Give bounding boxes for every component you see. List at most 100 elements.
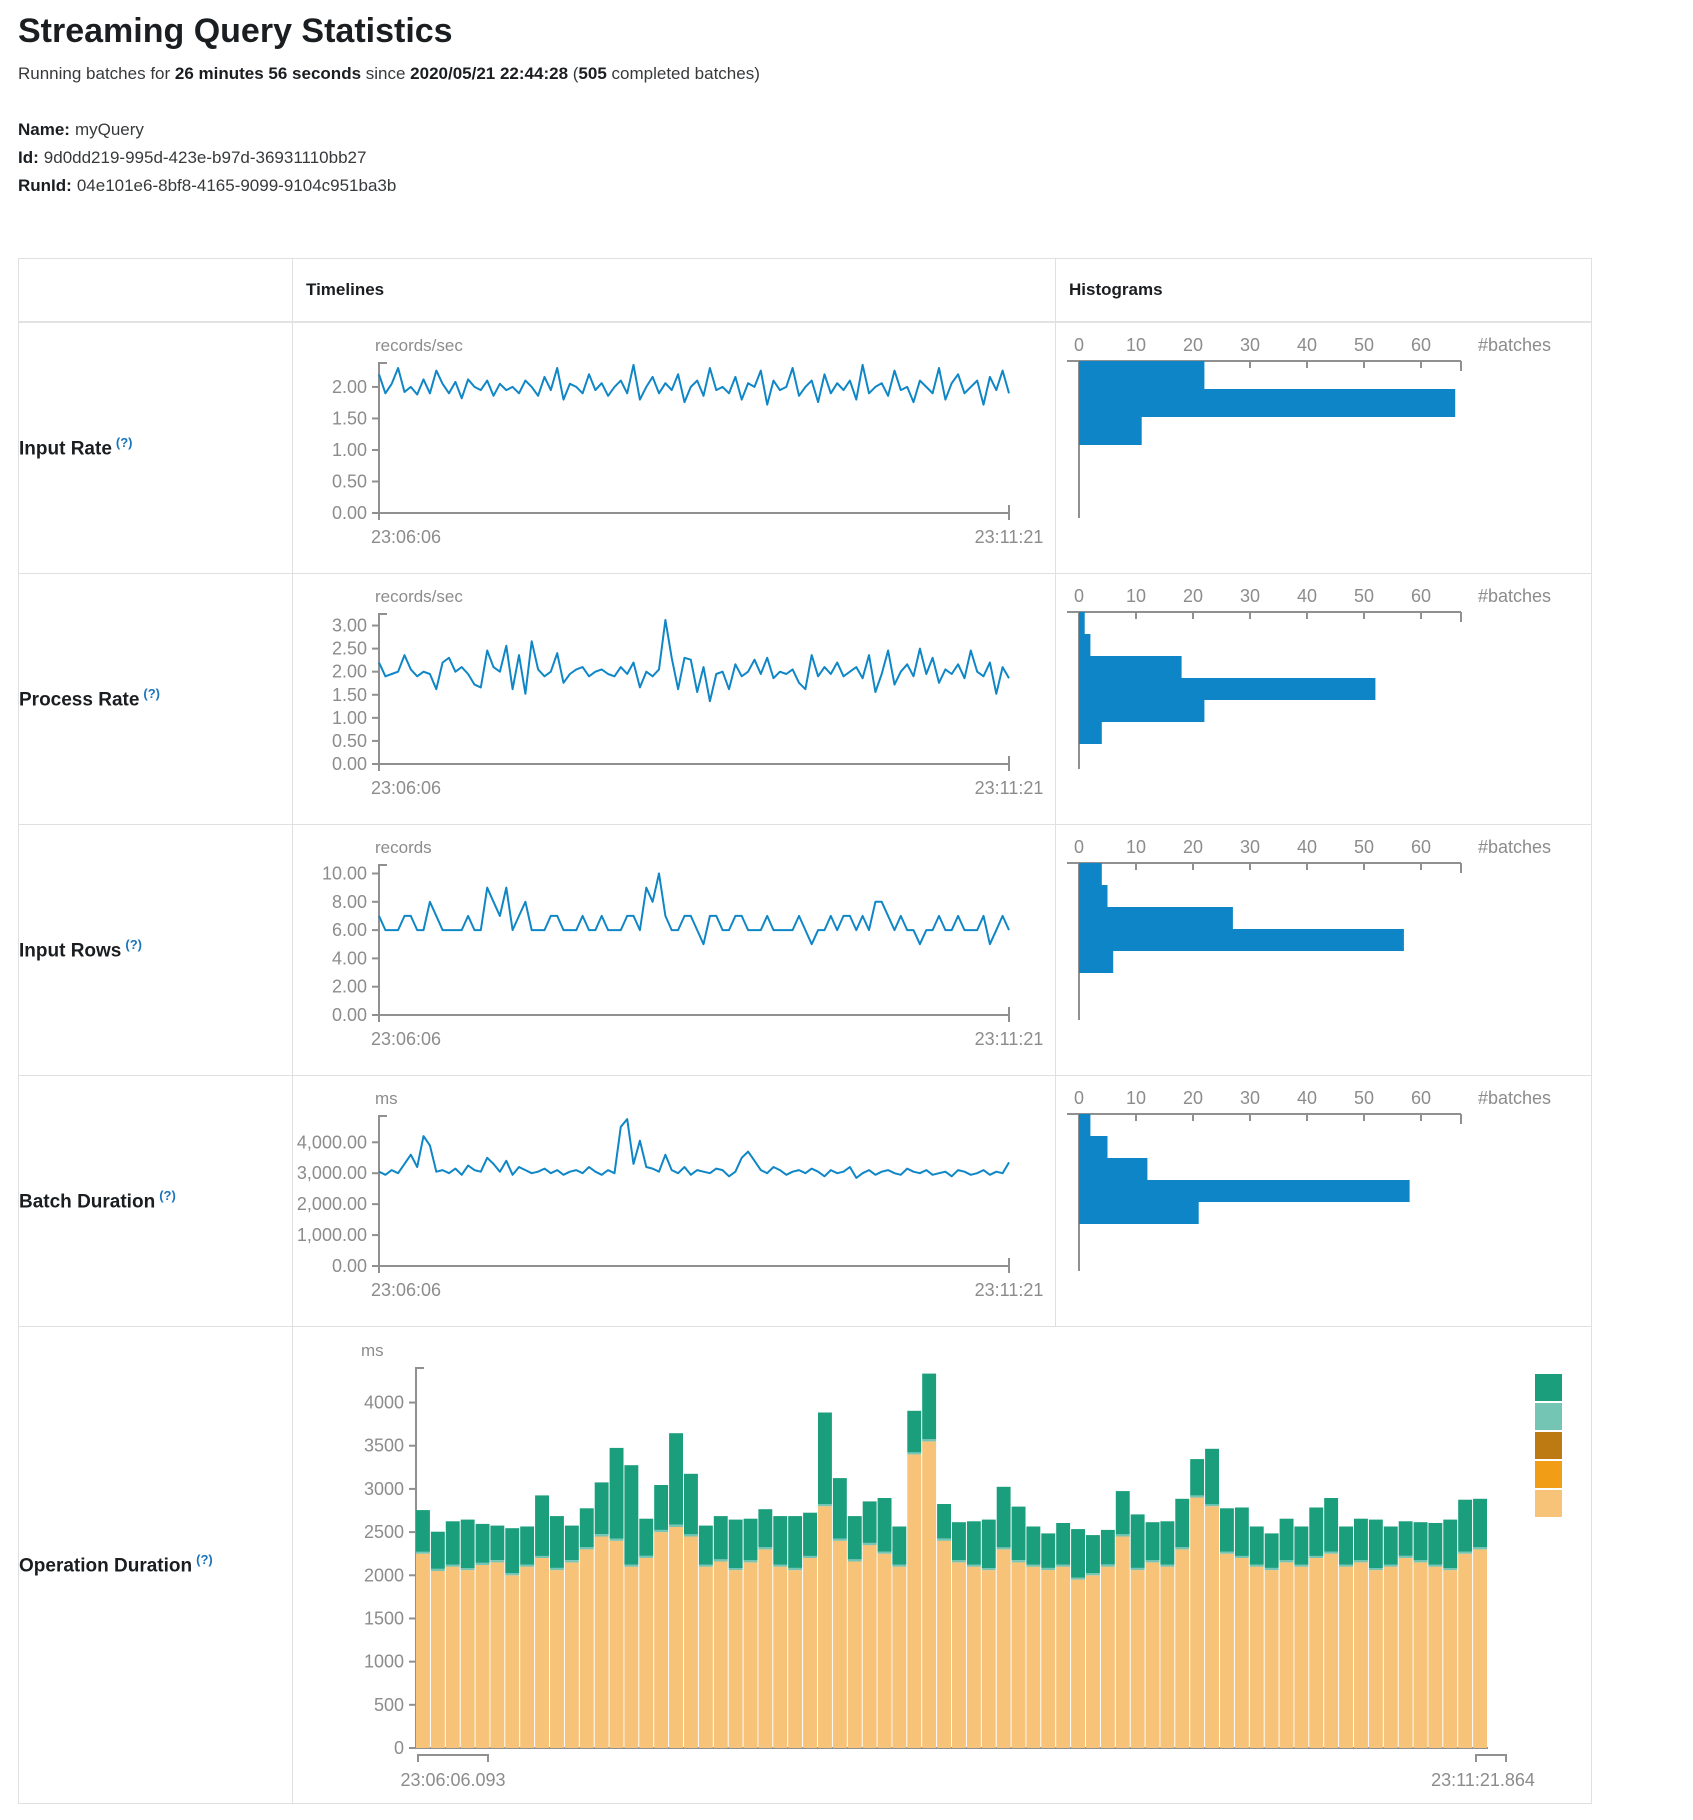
svg-text:2000: 2000 [364,1565,404,1585]
svg-text:2.00: 2.00 [332,377,367,397]
svg-text:40: 40 [1297,586,1317,606]
operation-duration-stacked-chart: ms 4000 3500 3000 2500 2000 1500 1000 500 0 23:06:… [361,1341,1562,1790]
batch-duration-label: Batch Duration [19,1191,156,1213]
completed-suffix: completed batches) [606,64,760,83]
operation-duration-help-icon[interactable]: (?) [196,1552,213,1568]
legend-swatch-orange [1535,1461,1562,1488]
running-duration: 26 minutes 56 seconds [174,64,362,83]
svg-text:23:11:21: 23:11:21 [975,1280,1044,1300]
operation-duration-chart-cell: ms 4000 3500 3000 2500 2000 1500 1000 500 0 23:06:… [292,1326,1592,1804]
process-rate-row: Process Rate (?) records/sec 3.00 2.50 2.00 1… [18,573,1592,825]
input-rows-help-icon[interactable]: (?) [125,937,142,953]
since-text: since [361,64,411,83]
svg-text:2.50: 2.50 [332,639,367,659]
input-rows-timeline-cell: records 10.00 8.00 6.00 4.00 2.00 0.00 23:06:06… [292,824,1056,1076]
legend-swatch-light-teal [1535,1403,1562,1430]
svg-text:50: 50 [1354,335,1374,355]
input-rows-label: Input Rows [19,940,122,962]
svg-text:1500: 1500 [364,1608,404,1628]
name-value: myQuery [74,120,144,139]
runid-value: 04e101e6-8bf8-4165-9099-9104c951ba3b [76,176,397,195]
metric-column-header [18,258,293,323]
svg-text:23:11:21: 23:11:21 [975,778,1044,798]
svg-text:23:06:06: 23:06:06 [371,527,441,547]
paren-open: ( [568,64,579,83]
svg-text:23:11:21.864: 23:11:21.864 [1431,1770,1535,1790]
svg-text:30: 30 [1240,837,1260,857]
svg-text:records: records [375,838,432,857]
svg-text:50: 50 [1354,586,1374,606]
svg-text:4000: 4000 [364,1393,404,1413]
svg-text:2.00: 2.00 [332,662,367,682]
input-rate-help-icon[interactable]: (?) [115,435,133,451]
input-rows-histogram-chart: 0 10 20 30 40 50 60 #batches [1067,837,1551,1020]
svg-text:23:11:21: 23:11:21 [975,527,1044,547]
input-rows-label-cell: Input Rows (?) [18,824,293,1076]
svg-text:10.00: 10.00 [322,863,367,883]
svg-text:0.00: 0.00 [332,754,367,774]
input-rows-row: Input Rows (?) records 10.00 8.00 6.00 4.00 2.… [18,824,1592,1076]
svg-text:0: 0 [1074,837,1084,857]
svg-text:3.00: 3.00 [332,616,367,636]
input-rows-timeline-chart: records 10.00 8.00 6.00 4.00 2.00 0.0023:06:06… [322,838,1043,1049]
batch-duration-timeline-chart: ms4,000.003,000.002,000.001,000.000.0023… [297,1089,1044,1300]
name-label: Name: [18,120,70,139]
svg-text:1.00: 1.00 [332,708,367,728]
batch-duration-histogram-chart: 0 10 20 30 40 50 60 #batches [1067,1088,1551,1271]
svg-text:20: 20 [1183,1088,1203,1108]
svg-text:0: 0 [1074,1088,1084,1108]
process-rate-label-cell: Process Rate (?) [18,573,293,825]
svg-text:ms: ms [361,1341,384,1360]
svg-text:20: 20 [1183,335,1203,355]
svg-text:0: 0 [394,1738,404,1758]
running-batches-summary: Running batches for 26 minutes 56 second… [18,64,760,84]
svg-text:0.50: 0.50 [332,731,367,751]
svg-text:2500: 2500 [364,1522,404,1542]
svg-text:40: 40 [1297,1088,1317,1108]
svg-text:23:06:06: 23:06:06 [371,1029,441,1049]
timelines-column-header: Timelines [292,258,1056,323]
batch-duration-help-icon[interactable]: (?) [159,1188,176,1204]
svg-text:#batches: #batches [1478,837,1551,857]
svg-text:500: 500 [374,1695,404,1715]
svg-text:1.50: 1.50 [332,685,367,705]
batch-duration-timeline-cell: ms 4,000.00 3,000.00 2,000.00 1,000.00 0.00 23… [292,1075,1056,1327]
histograms-column-header: Histograms [1055,258,1592,323]
svg-text:records/sec: records/sec [375,587,463,606]
svg-text:0: 0 [1074,586,1084,606]
svg-text:10: 10 [1126,335,1146,355]
svg-text:40: 40 [1297,837,1317,857]
svg-text:60: 60 [1411,335,1431,355]
process-rate-histogram-cell: 0 10 20 30 40 50 60 #batches [1055,573,1592,825]
batch-duration-row: Batch Duration (?) ms 4,000.00 3,000.00 2,00… [18,1075,1592,1327]
svg-text:#batches: #batches [1478,1088,1551,1108]
input-rate-label-cell: Input Rate (?) [18,321,293,574]
runid-label: RunId: [18,176,72,195]
id-label: Id: [18,148,39,167]
input-rate-histogram-chart: 0 10 20 30 40 50 60 #batches [1067,335,1551,518]
input-rows-histogram-cell: 0 10 20 30 40 50 60 #batches [1055,824,1592,1076]
svg-text:30: 30 [1240,1088,1260,1108]
svg-text:1.50: 1.50 [332,408,367,428]
batch-duration-label-cell: Batch Duration (?) [18,1075,293,1327]
svg-text:#batches: #batches [1478,335,1551,355]
svg-text:40: 40 [1297,335,1317,355]
svg-text:0.00: 0.00 [332,1256,367,1276]
operation-duration-row: Operation Duration (?) ms 4000 3500 3000 2500… [18,1326,1592,1804]
statistics-table: Timelines Histograms Input Rate (?) recor… [18,258,1592,1804]
process-rate-help-icon[interactable]: (?) [143,686,161,702]
completed-batches-count: 505 [578,64,607,83]
svg-text:6.00: 6.00 [332,920,367,940]
svg-text:2.00: 2.00 [332,977,367,997]
input-rate-timeline-cell: records/sec 2.00 1.50 1.00 0.50 0.00 23:06:06 2… [292,321,1056,574]
legend-swatch-teal [1535,1374,1562,1401]
input-rate-histogram-cell: 0 10 20 30 40 50 60 #batches [1055,321,1592,574]
svg-text:10: 10 [1126,1088,1146,1108]
svg-text:23:06:06: 23:06:06 [371,778,441,798]
svg-text:10: 10 [1126,586,1146,606]
page-title: Streaming Query Statistics [18,12,453,50]
svg-text:10: 10 [1126,837,1146,857]
svg-text:3500: 3500 [364,1436,404,1456]
svg-text:1000: 1000 [364,1652,404,1672]
